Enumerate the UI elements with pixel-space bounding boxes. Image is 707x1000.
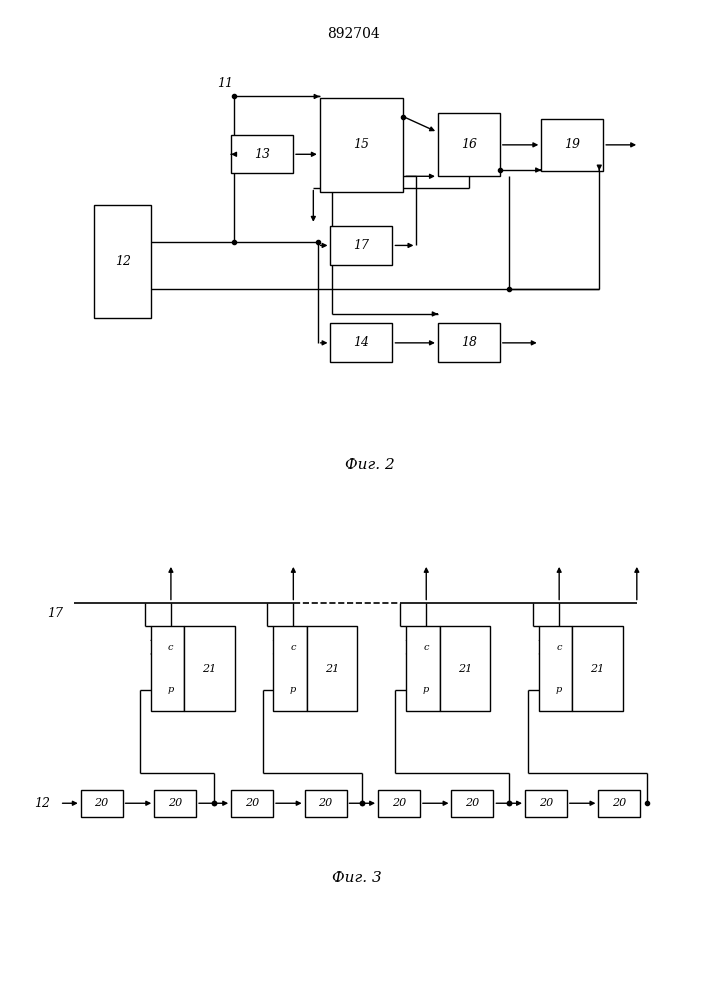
- Text: 16: 16: [461, 138, 477, 151]
- Text: p: p: [168, 685, 174, 694]
- Bar: [81, 790, 122, 817]
- Bar: [330, 323, 392, 362]
- Bar: [185, 626, 235, 711]
- Text: c: c: [291, 643, 296, 652]
- Text: 12: 12: [115, 255, 131, 268]
- Text: 20: 20: [168, 798, 182, 808]
- Bar: [406, 626, 440, 711]
- Text: 18: 18: [461, 336, 477, 349]
- Bar: [307, 626, 357, 711]
- Text: c: c: [423, 643, 429, 652]
- Bar: [438, 323, 500, 362]
- Bar: [94, 205, 151, 318]
- Text: 11: 11: [217, 77, 233, 90]
- Bar: [305, 790, 346, 817]
- Text: 20: 20: [539, 798, 553, 808]
- Text: 21: 21: [457, 664, 472, 674]
- Bar: [440, 626, 490, 711]
- Text: 20: 20: [465, 798, 479, 808]
- Text: 12: 12: [34, 797, 50, 810]
- Text: 13: 13: [254, 148, 270, 161]
- Bar: [598, 790, 641, 817]
- Bar: [573, 626, 623, 711]
- Text: 19: 19: [564, 138, 580, 151]
- Text: 20: 20: [318, 798, 332, 808]
- Bar: [154, 790, 196, 817]
- Bar: [151, 626, 185, 711]
- Text: 20: 20: [95, 798, 109, 808]
- Text: 15: 15: [354, 138, 370, 151]
- Text: 14: 14: [354, 336, 370, 349]
- Bar: [330, 226, 392, 265]
- Text: Фиг. 3: Фиг. 3: [332, 870, 382, 884]
- Bar: [539, 626, 573, 711]
- Text: p: p: [556, 685, 562, 694]
- Text: 20: 20: [612, 798, 626, 808]
- Text: p: p: [290, 685, 296, 694]
- Bar: [438, 113, 500, 176]
- Bar: [378, 790, 420, 817]
- Text: Фиг. 2: Фиг. 2: [344, 458, 395, 472]
- Text: 21: 21: [202, 664, 216, 674]
- Text: 17: 17: [354, 239, 370, 252]
- Text: c: c: [168, 643, 173, 652]
- Bar: [320, 98, 403, 192]
- Bar: [231, 135, 293, 173]
- Bar: [231, 790, 273, 817]
- Bar: [452, 790, 493, 817]
- Text: p: p: [423, 685, 429, 694]
- Text: 20: 20: [245, 798, 259, 808]
- Text: 21: 21: [325, 664, 339, 674]
- Bar: [525, 790, 567, 817]
- Text: 20: 20: [392, 798, 406, 808]
- Text: 17: 17: [47, 607, 63, 620]
- Bar: [273, 626, 307, 711]
- Text: c: c: [556, 643, 562, 652]
- Text: 892704: 892704: [327, 27, 380, 41]
- Bar: [542, 119, 603, 171]
- Text: 21: 21: [590, 664, 604, 674]
